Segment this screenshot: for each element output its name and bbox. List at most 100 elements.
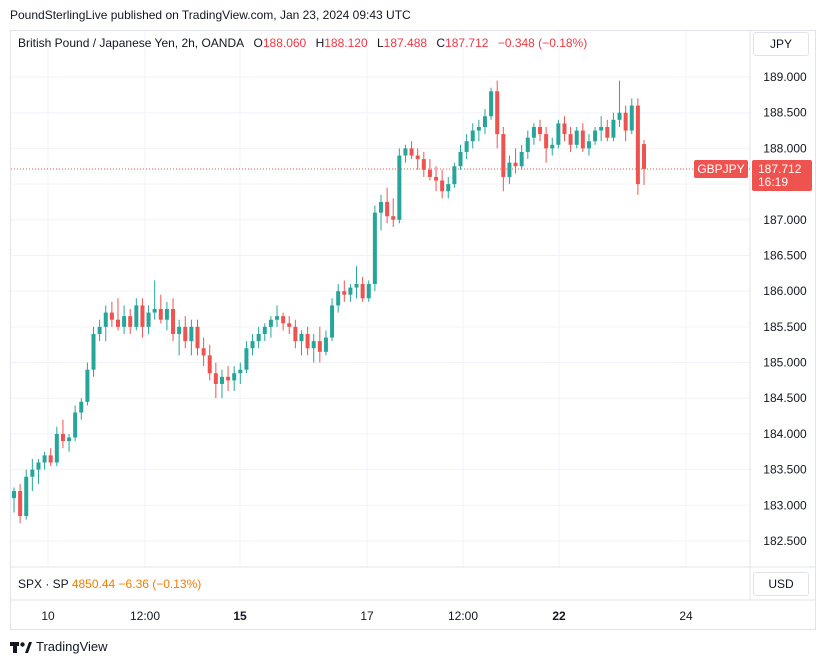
currency-button-usd[interactable]: USD: [753, 572, 809, 596]
candle: [244, 341, 249, 374]
spx-change: −6.36 (−0.13%): [118, 577, 202, 591]
candle: [305, 326, 310, 356]
candle: [281, 312, 286, 331]
candle: [360, 276, 365, 302]
spx-symbol: SPX · SP: [18, 577, 69, 591]
symbol-tag: [694, 159, 748, 178]
price-tag-value: 187.712: [758, 162, 802, 176]
candle: [330, 298, 335, 342]
close-label: C: [436, 36, 446, 50]
tradingview-logo-icon: [10, 641, 32, 653]
candle: [501, 126, 506, 192]
candle: [317, 326, 322, 363]
candle: [538, 119, 543, 142]
price-tag: [752, 159, 812, 191]
candle: [201, 337, 206, 367]
candle: [366, 280, 371, 302]
y-tick-label: 184.500: [763, 391, 807, 405]
candle: [30, 458, 35, 492]
symbol-legend: British Pound / Japanese Yen, 2h, OANDA …: [18, 36, 587, 50]
y-tick-label: 183.000: [763, 498, 807, 512]
currency-button-jpy[interactable]: JPY: [753, 32, 809, 56]
candle: [256, 326, 261, 349]
candle: [507, 155, 512, 185]
footer-brand[interactable]: TradingView: [10, 639, 108, 654]
candle: [586, 134, 591, 156]
candle: [219, 369, 224, 399]
candle: [36, 458, 41, 484]
x-tick-label: 24: [679, 609, 693, 623]
candle: [146, 305, 151, 334]
candle: [24, 469, 29, 520]
candle: [323, 330, 328, 356]
candle: [293, 319, 298, 349]
x-tick-label: 12:00: [448, 609, 478, 623]
y-tick-label: 183.500: [763, 463, 807, 477]
candle: [213, 362, 218, 399]
candle: [525, 130, 530, 160]
candle: [336, 284, 341, 313]
candle: [140, 298, 145, 338]
candle: [226, 366, 231, 392]
candle: [415, 148, 420, 170]
low-value: 187.488: [383, 36, 428, 50]
candle: [85, 362, 90, 406]
candle: [12, 487, 16, 513]
candle: [287, 316, 292, 334]
spx-value: 4850.44: [71, 577, 116, 591]
candle: [599, 116, 604, 142]
candle: [238, 362, 243, 384]
candle: [134, 298, 139, 331]
candle: [158, 294, 163, 324]
candle: [440, 169, 445, 199]
candle: [103, 305, 108, 342]
candle: [519, 144, 524, 170]
candle: [91, 326, 96, 377]
candle: [391, 198, 396, 227]
open-label: O: [253, 36, 263, 50]
candle: [207, 344, 212, 381]
candle: [73, 405, 78, 442]
candle: [544, 126, 549, 163]
symbol-title: British Pound / Japanese Yen, 2h, OANDA: [18, 36, 245, 50]
y-tick-label: 185.500: [763, 320, 807, 334]
candle: [452, 162, 457, 188]
candle: [60, 419, 65, 449]
candle: [385, 187, 390, 224]
candle: [568, 126, 573, 152]
candle: [434, 166, 439, 192]
symbol-tag-label: GBPJPY: [697, 162, 744, 176]
candle: [409, 141, 414, 160]
open-value: 188.060: [262, 36, 307, 50]
candle: [189, 319, 194, 356]
candle: [617, 80, 622, 127]
x-tick-label: 12:00: [130, 609, 160, 623]
candle: [635, 98, 640, 195]
candle: [605, 119, 610, 142]
candle: [446, 176, 451, 199]
candle: [42, 451, 47, 470]
high-label: H: [315, 36, 325, 50]
candle: [403, 144, 408, 163]
y-tick-label: 182.500: [763, 534, 807, 548]
candle: [177, 319, 182, 356]
candle: [372, 205, 377, 292]
y-tick-label: 188.500: [763, 106, 807, 120]
candle: [97, 319, 102, 342]
candle: [574, 126, 579, 149]
candle: [311, 333, 316, 363]
candle: [562, 116, 567, 142]
footer-brand-label: TradingView: [36, 639, 108, 654]
change-value: −0.348 (−0.18%): [497, 36, 588, 50]
candle: [354, 266, 359, 299]
candle: [531, 123, 536, 145]
candle: [397, 148, 402, 224]
candle: [513, 148, 518, 174]
x-tick-label: 15: [233, 609, 247, 623]
candle: [458, 144, 463, 170]
y-tick-label: 188.000: [763, 141, 807, 155]
candle: [556, 119, 561, 149]
y-tick-label: 184.000: [763, 427, 807, 441]
candle: [18, 483, 23, 524]
